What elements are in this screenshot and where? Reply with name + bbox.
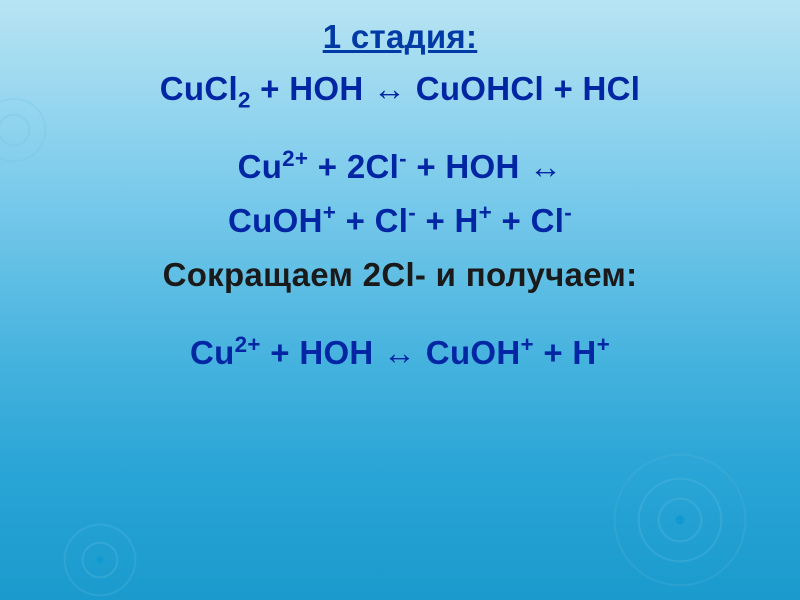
eq2-b: + 2Cl <box>308 148 399 185</box>
eq4-arrow: ↔ <box>383 334 416 371</box>
eq1-plus1: + HOH <box>251 70 373 107</box>
eq1-arrow: ↔ <box>373 70 406 107</box>
eq1-lhs1: CuCl <box>160 70 238 107</box>
stage-title: 1 стадия: <box>10 18 790 56</box>
slide-content: 1 стадия: CuCl2 + HOH ↔ CuOHCl + HCl Cu2… <box>0 0 800 600</box>
eq3-b-sup: - <box>408 200 416 225</box>
eq2-a: Cu <box>238 148 283 185</box>
eq4-a: Cu <box>190 334 235 371</box>
eq3-b: + Cl <box>336 202 408 239</box>
eq3-d-sup: - <box>564 200 572 225</box>
eq3-a-sup: + <box>323 200 336 225</box>
eq4-d: + H <box>534 334 597 371</box>
eq3-c-sup: + <box>479 200 492 225</box>
eq3-c: + H <box>416 202 479 239</box>
equation-1: CuCl2 + HOH ↔ CuOHCl + HCl <box>10 70 790 108</box>
eq1-lhs1-sub: 2 <box>238 88 251 113</box>
eq2-c: + HOH <box>407 148 529 185</box>
cancel-annotation: Сокращаем 2Cl- и получаем: <box>10 256 790 294</box>
eq4-c: CuOH <box>416 334 520 371</box>
eq2-a-sup: 2+ <box>282 146 308 171</box>
eq4-c-sup: + <box>521 332 534 357</box>
equation-3: CuOH+ + Cl- + H+ + Cl- <box>10 202 790 240</box>
eq1-rhs: CuOHCl + HCl <box>406 70 640 107</box>
eq4-a-sup: 2+ <box>235 332 261 357</box>
equation-4: Cu2+ + HOH ↔ CuOH+ + H+ <box>10 334 790 372</box>
eq2-b-sup: - <box>399 146 407 171</box>
eq4-d-sup: + <box>597 332 610 357</box>
eq3-d: + Cl <box>492 202 564 239</box>
eq4-b: + HOH <box>261 334 383 371</box>
eq2-arrow: ↔ <box>529 148 562 185</box>
eq3-a: CuOH <box>228 202 323 239</box>
equation-2: Cu2+ + 2Cl- + HOH ↔ <box>10 148 790 186</box>
